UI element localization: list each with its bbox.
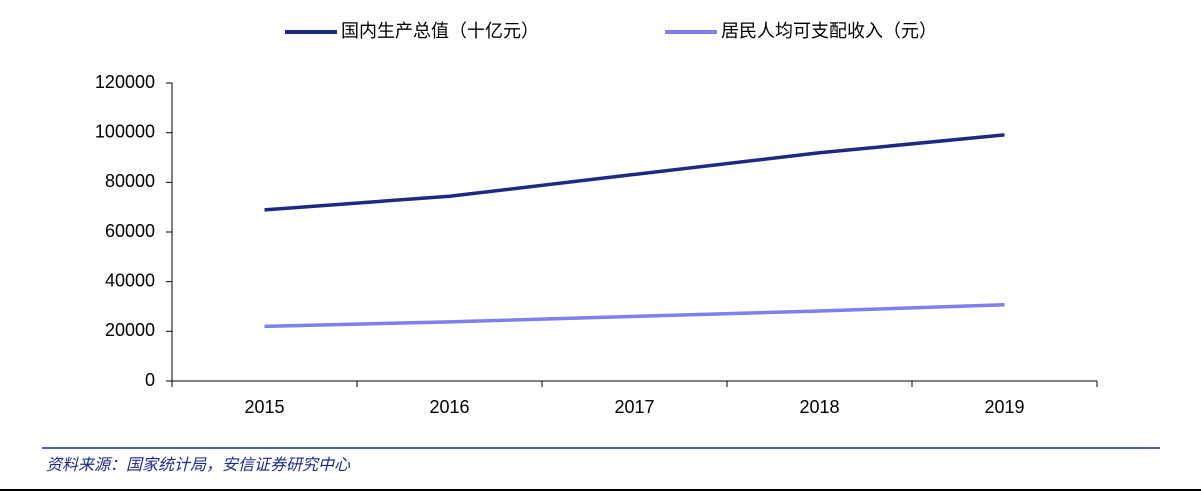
y-tick-label: 60000: [105, 221, 155, 241]
x-tick-label: 2015: [244, 397, 284, 417]
x-tick-label: 2018: [799, 397, 839, 417]
y-tick-label: 120000: [95, 72, 155, 92]
legend-label: 国内生产总值（十亿元）: [341, 21, 539, 41]
series-line: [264, 133, 1005, 212]
y-tick-label: 0: [145, 370, 155, 390]
y-tick-label: 100000: [95, 121, 155, 141]
y-tick-label: 80000: [105, 171, 155, 191]
y-tick-label: 20000: [105, 320, 155, 340]
x-tick-label: 2016: [429, 397, 469, 417]
x-tick-label: 2019: [984, 397, 1024, 417]
legend-label: 居民人均可支配收入（元）: [721, 21, 937, 41]
y-tick-label: 40000: [105, 270, 155, 290]
series-line: [264, 303, 1005, 329]
source: 资料来源：国家统计局，安信证券研究中心: [46, 456, 351, 474]
x-tick-label: 2017: [614, 397, 654, 417]
